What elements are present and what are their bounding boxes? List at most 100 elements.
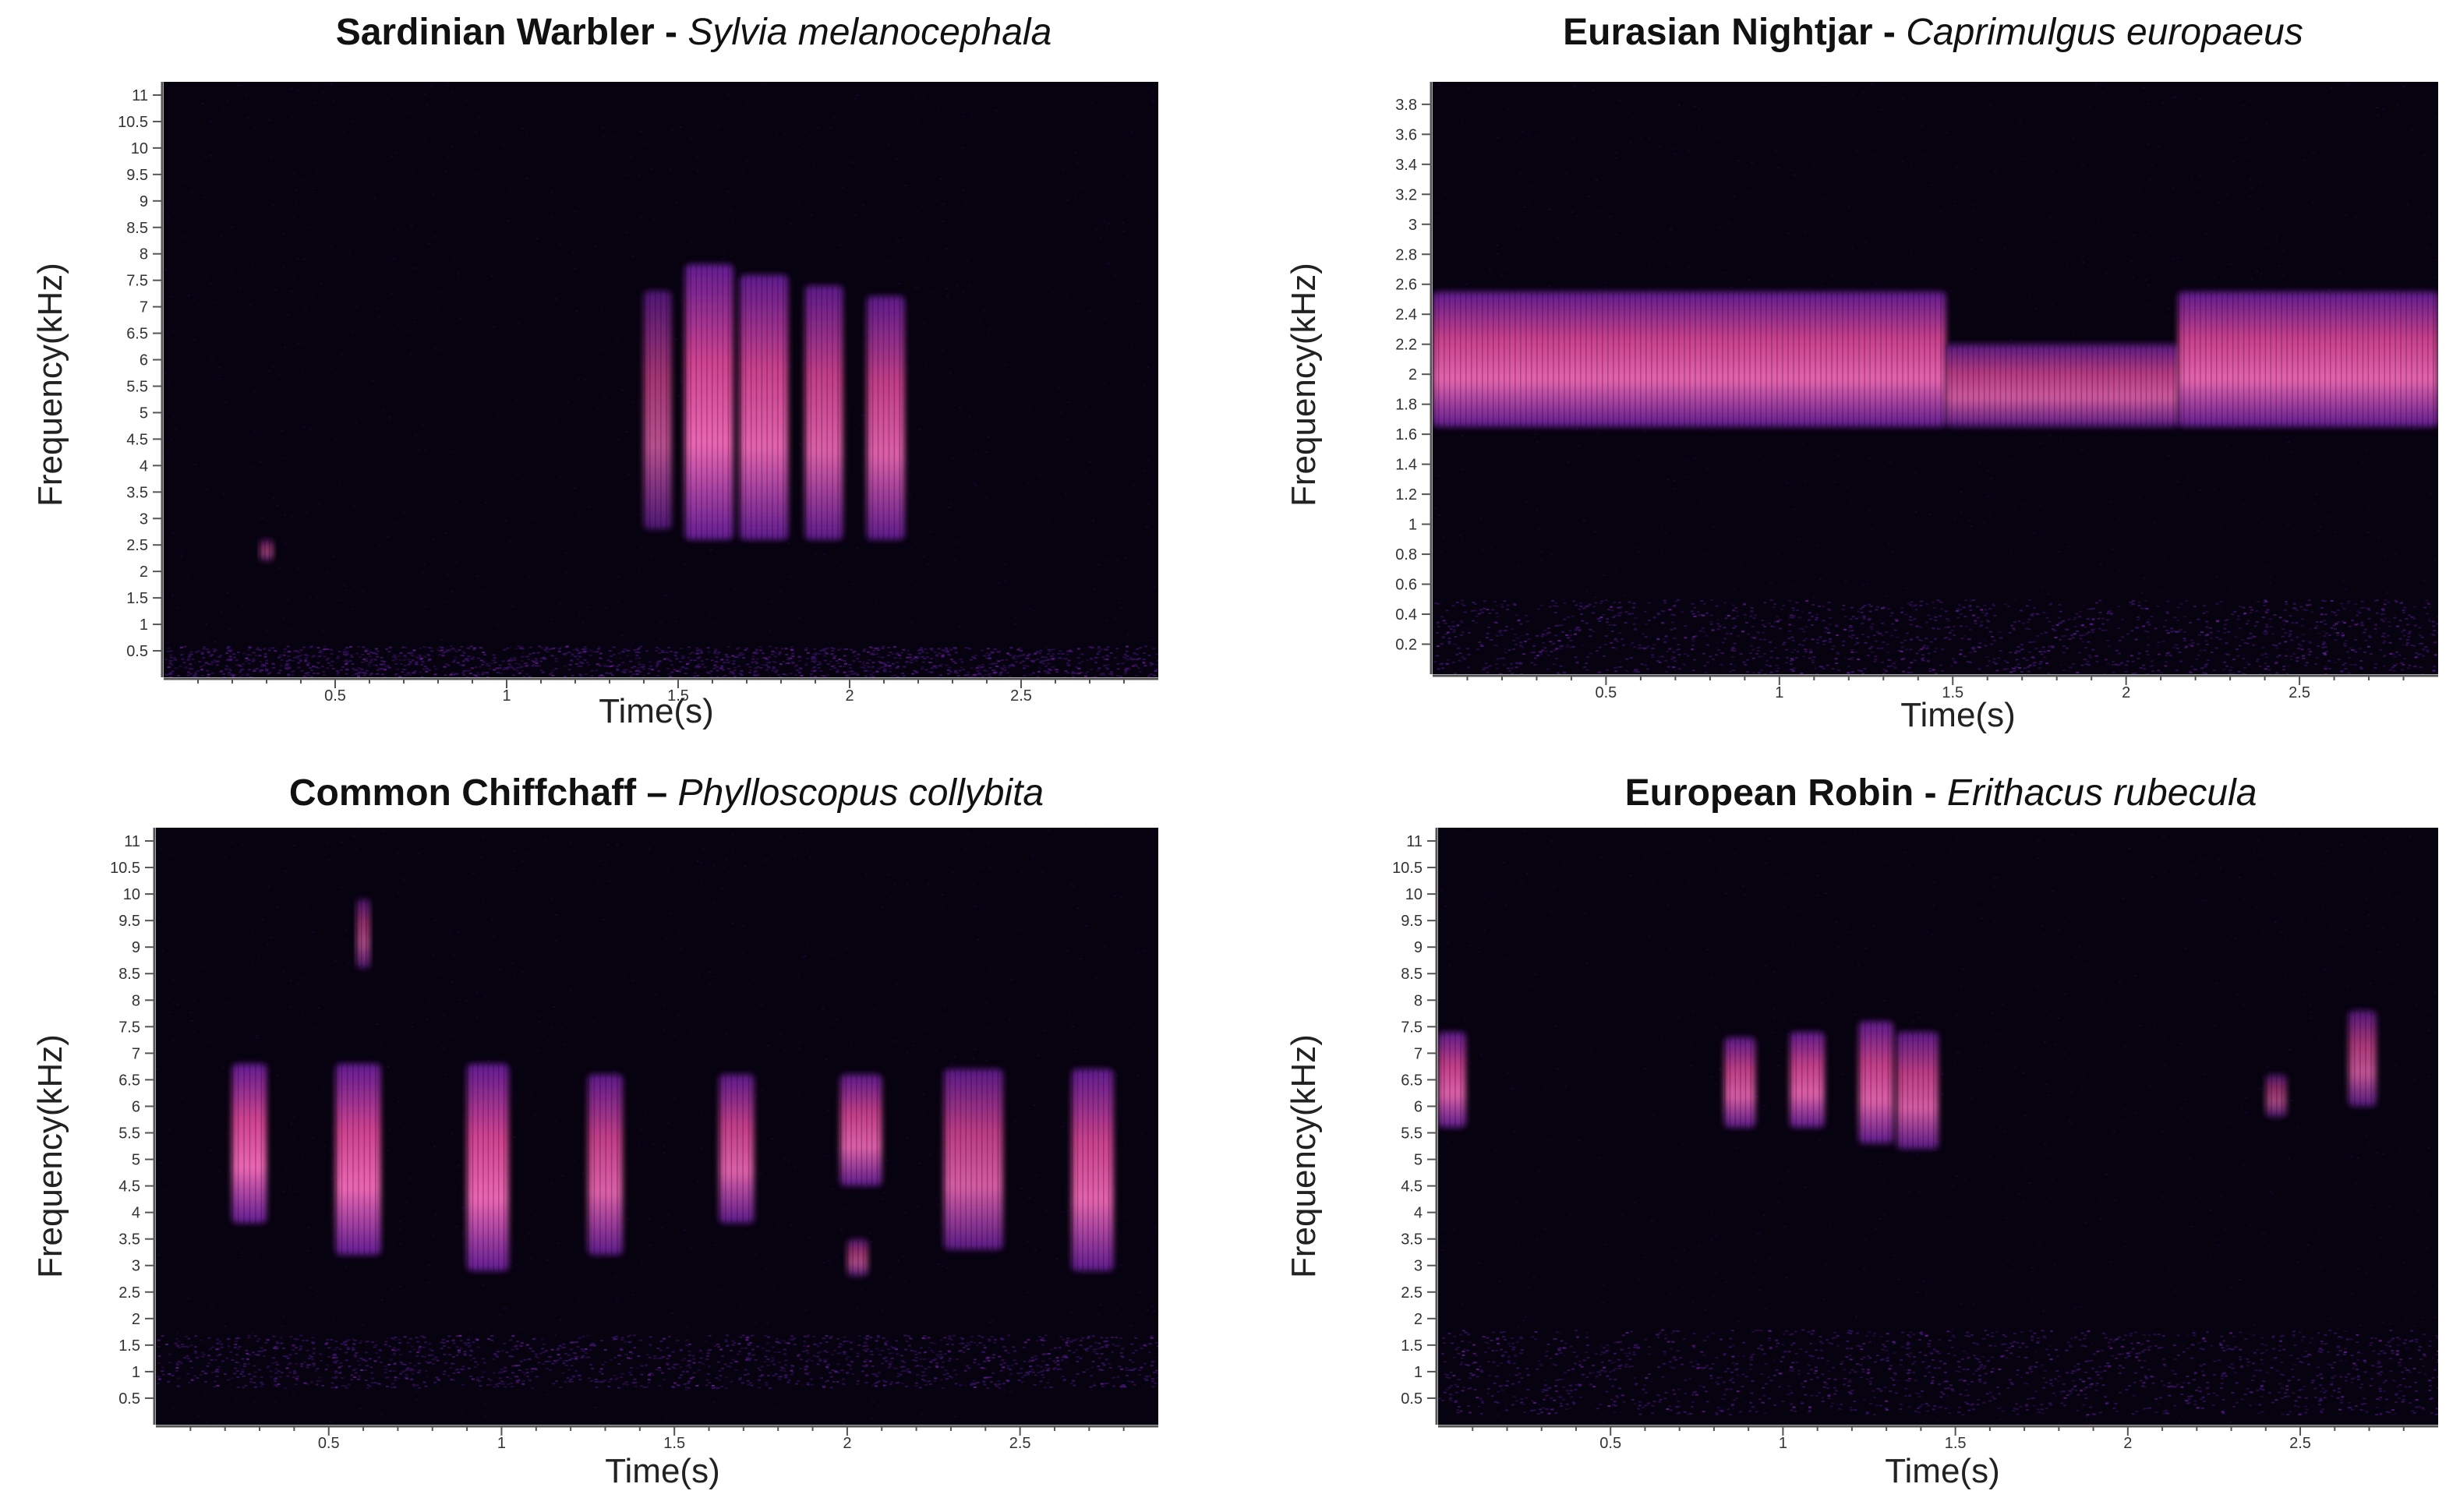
y-tick-label: 5.5 (118, 1125, 140, 1143)
common-name: Sardinian Warbler (335, 12, 655, 53)
spectrogram-svg (1438, 828, 2438, 1425)
x-tick-label: 0.5 (318, 1435, 340, 1452)
call-event-3 (1790, 1032, 1825, 1128)
y-tick-label: 6.5 (126, 326, 148, 343)
x-tick-label: 2.5 (1010, 687, 1032, 705)
call-event-3 (684, 264, 733, 540)
y-tick-label: 7 (132, 1045, 140, 1062)
x-tick-label: 2.5 (2289, 1435, 2311, 1452)
call-event-7 (2349, 1010, 2377, 1107)
y-tick-label: 4.5 (1401, 1178, 1423, 1196)
y-tick-label: 3.6 (1395, 126, 1417, 143)
title-separator: - (1914, 772, 1947, 814)
call-event-6 (867, 296, 905, 540)
y-tick-label: 3 (1408, 217, 1417, 234)
call-event-1 (1438, 1032, 1466, 1128)
title-separator: - (654, 12, 688, 53)
y-tick-label: 0.5 (118, 1390, 140, 1408)
y-tick-label: 4.5 (118, 1178, 140, 1196)
y-tick-label: 0.6 (1395, 577, 1417, 594)
y-tick-label: 4.5 (126, 431, 148, 448)
title-separator: - (1872, 12, 1907, 53)
x-axis: 0.5 1 1.5 2 2.5 (1433, 674, 2438, 705)
x-tick-label: 2 (2122, 684, 2130, 701)
call-event-10 (1072, 1069, 1114, 1271)
y-tick-label: 3.5 (118, 1231, 140, 1249)
y-tick-label: 10 (123, 886, 140, 903)
x-tick-label: 2 (845, 687, 854, 705)
noise-band (164, 645, 1158, 677)
y-tick-label: 10.5 (118, 114, 148, 131)
call-event-9 (944, 1069, 1003, 1250)
background-noise (164, 82, 1158, 677)
x-axis-label: Time(s) (1885, 1452, 2000, 1490)
x-axis-label: Time(s) (605, 1452, 720, 1490)
y-tick-label: 1 (1414, 1364, 1423, 1381)
x-tick-label: 2 (2123, 1435, 2132, 1452)
panel-title: European Robin - Erithacus rubecula (1625, 772, 2257, 814)
spectrogram-svg (164, 82, 1158, 677)
y-tick-label: 10 (1405, 886, 1423, 903)
x-axis: 0.5 1 1.5 2 2.5 (1438, 1425, 2438, 1456)
y-tick-label: 3.2 (1395, 186, 1417, 203)
y-tick-label: 8 (1414, 992, 1423, 1009)
y-axis-label: Frequency(kHz) (1285, 1034, 1323, 1278)
y-tick-label: 7 (1414, 1045, 1423, 1062)
y-tick-label: 3 (1414, 1258, 1423, 1275)
spectrogram-plot (1438, 828, 2438, 1425)
x-axis: 0.5 1 1.5 2 2.5 (164, 677, 1158, 708)
call-event-7 (840, 1074, 882, 1186)
y-tick-label: 1.4 (1395, 457, 1417, 474)
x-tick-label: 1.5 (663, 1435, 685, 1452)
scientific-name: Phylloscopus collybita (677, 772, 1044, 814)
call-event-2 (644, 291, 672, 529)
y-tick-label: 9.5 (126, 167, 148, 184)
y-tick-label: 3.4 (1395, 157, 1417, 174)
noise-band (1433, 599, 2438, 674)
y-tick-label: 1.6 (1395, 426, 1417, 443)
y-tick-label: 9 (132, 939, 140, 956)
y-tick-label: 2.6 (1395, 277, 1417, 294)
x-tick-label: 1 (1775, 684, 1783, 701)
y-tick-label: 3 (140, 510, 148, 528)
y-tick-label: 5 (1414, 1152, 1423, 1169)
x-tick-label: 1.5 (667, 687, 689, 705)
spectrogram-plot (1433, 82, 2438, 674)
y-axis: 0.5 1 1.5 2 2.5 3 3.5 4 4.5 5 5.5 6 6.5 7 7.5 8 8.5 9 9.5 1… (86, 828, 156, 1425)
y-tick-label: 11 (1406, 833, 1423, 850)
y-tick-label: 2.2 (1395, 337, 1417, 354)
panel-title: Eurasian Nightjar - Caprimulgus europaeu… (1563, 11, 2303, 54)
spectrogram-svg (1433, 82, 2438, 674)
scientific-name: Caprimulgus europaeus (1906, 12, 2303, 53)
x-tick-label: 2.5 (2289, 684, 2310, 701)
scientific-name: Sylvia melanocephala (687, 12, 1052, 53)
call-event-6 (719, 1074, 755, 1224)
x-tick-label: 0.5 (1596, 684, 1617, 701)
x-tick-label: 1 (1779, 1435, 1787, 1452)
y-tick-label: 2 (1414, 1311, 1423, 1328)
y-tick-label: 3.8 (1395, 97, 1417, 114)
y-tick-label: 10.5 (110, 860, 140, 877)
call-event-5 (804, 285, 843, 540)
call-event-1 (1433, 291, 1946, 427)
x-tick-label: 2.5 (1009, 1435, 1031, 1452)
call-event-2 (335, 1064, 381, 1256)
x-axis-svg: 0.5 1 1.5 2 2.5 (1438, 1425, 2438, 1452)
y-tick-label: 1.5 (118, 1337, 140, 1355)
y-tick-label: 5 (132, 1152, 140, 1169)
common-name: European Robin (1624, 772, 1914, 814)
y-axis: 0.5 1 1.5 2 2.5 3 3.5 4 4.5 5 5.5 6 6.5 7 7.5 8 8.5 9 9.5 1… (94, 82, 164, 677)
call-event-3 (2178, 291, 2438, 427)
y-tick-label: 4 (132, 1205, 140, 1222)
y-tick-label: 0.2 (1395, 637, 1417, 654)
y-tick-label: 7 (140, 299, 148, 316)
y-tick-label: 10 (131, 140, 148, 157)
y-tick-label: 0.4 (1395, 606, 1417, 624)
call-event-4 (467, 1064, 509, 1271)
y-tick-label: 8 (140, 246, 148, 263)
call-event-3 (356, 899, 370, 969)
y-axis-label: Frequency(kHz) (1285, 263, 1323, 507)
y-tick-label: 6 (1414, 1098, 1423, 1115)
y-tick-label: 2.8 (1395, 246, 1417, 263)
y-tick-label: 9.5 (1401, 913, 1423, 930)
